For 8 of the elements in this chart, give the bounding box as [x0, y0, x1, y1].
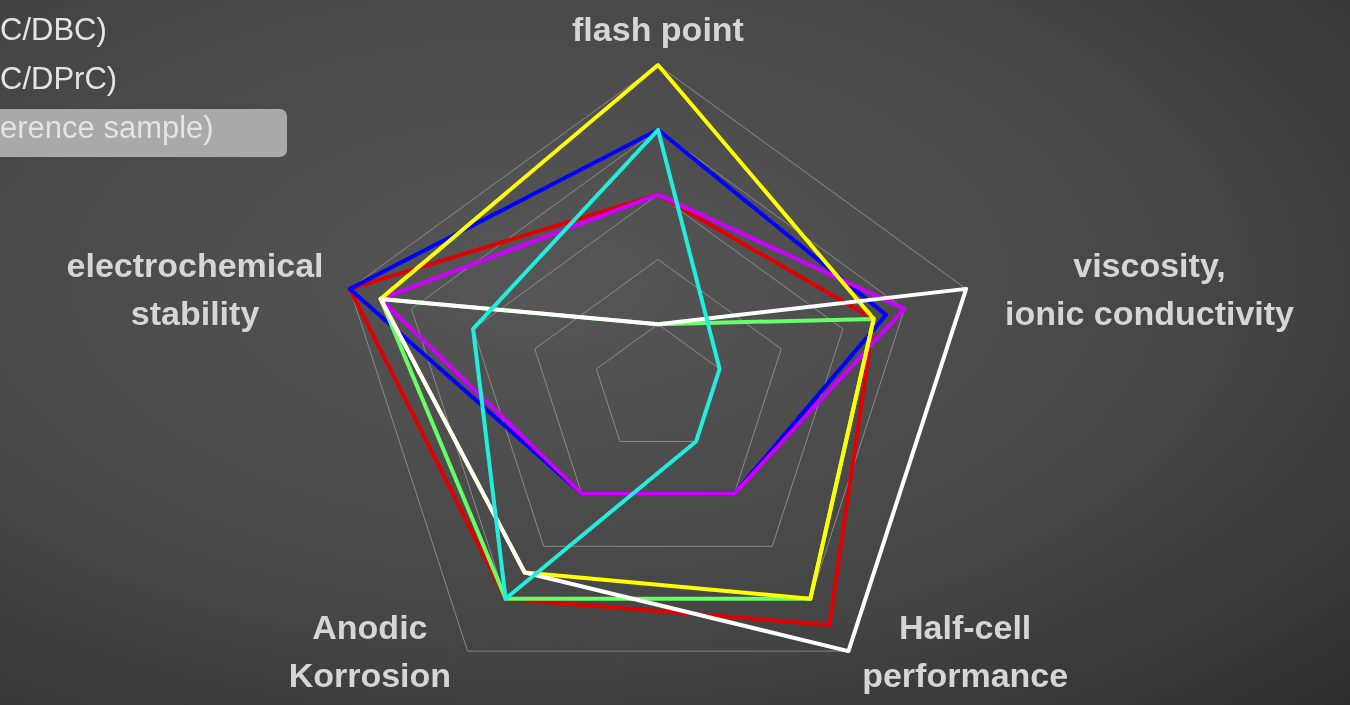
- spoke-label: electrochemical stability: [66, 245, 324, 332]
- text: C/DPrC): [0, 61, 118, 96]
- spoke-label: Anodic Korrosion: [288, 608, 452, 694]
- spoke-label: Half-cell performance: [862, 608, 1069, 694]
- spoke-label: viscosity, ionic conductivity: [1004, 245, 1295, 332]
- text: C/DBC): [0, 12, 107, 47]
- spoke-label: flash point: [572, 10, 744, 48]
- text: erence sample): [0, 110, 214, 145]
